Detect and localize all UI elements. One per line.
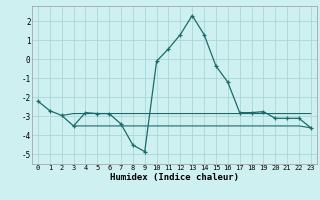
X-axis label: Humidex (Indice chaleur): Humidex (Indice chaleur) bbox=[110, 173, 239, 182]
